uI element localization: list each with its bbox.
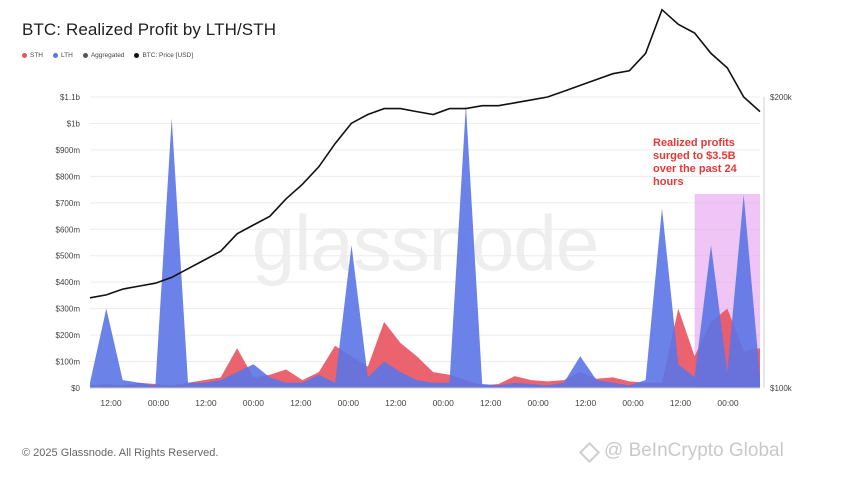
- legend-item-aggregated[interactable]: Aggregated: [82, 52, 125, 59]
- x-tick-label: 12:00: [100, 398, 122, 408]
- legend-dot: [134, 53, 140, 58]
- legend-item-sth[interactable]: STH: [22, 52, 43, 59]
- y-tick-label: $600m: [56, 225, 81, 234]
- x-tick-label: 12:00: [385, 398, 407, 408]
- legend-dot: [22, 53, 27, 58]
- y-tick-label: $500m: [56, 252, 81, 261]
- diamond-logo-icon: [578, 441, 598, 461]
- y-tick-label: $1.1b: [60, 93, 81, 102]
- y-tick-label: $300m: [56, 305, 81, 314]
- y-tick-label: $700m: [56, 199, 81, 208]
- lth-area: [90, 104, 760, 389]
- legend-label: LTH: [61, 52, 73, 59]
- y-tick-label: $400m: [56, 278, 81, 287]
- legend: STH LTH Aggregated BTC: Price [USD]: [22, 52, 193, 59]
- x-tick-label: 12:00: [290, 398, 312, 408]
- legend-item-btc-price-usd[interactable]: BTC: Price [USD]: [134, 52, 193, 59]
- legend-label: STH: [30, 52, 43, 59]
- y-right-tick-label: $100k: [770, 384, 793, 393]
- btc-price-line: [89, 8, 761, 299]
- x-tick-label: 00:00: [243, 398, 265, 408]
- y-tick-label: $200m: [56, 331, 81, 340]
- x-tick-label: 00:00: [528, 398, 550, 408]
- x-tick-label: 12:00: [575, 398, 597, 408]
- y-tick-label: $800m: [56, 172, 81, 181]
- x-tick-label: 12:00: [670, 398, 692, 408]
- x-tick-label: 00:00: [433, 398, 455, 408]
- legend-label: Aggregated: [90, 52, 125, 59]
- y-right-tick-label: $200k: [770, 93, 793, 102]
- x-tick-label: 00:00: [148, 398, 170, 408]
- source-watermark: @ BeInCrypto Global: [578, 440, 784, 462]
- annotation-line: Realized profits: [653, 137, 735, 149]
- legend-dot: [82, 53, 88, 58]
- annotation-line: over the past 24: [653, 163, 738, 175]
- source-watermark-text: @ BeInCrypto Global: [604, 440, 784, 461]
- glassnode-watermark: glassnode: [252, 199, 599, 287]
- legend-dot: [53, 53, 58, 58]
- x-tick-label: 00:00: [622, 398, 644, 408]
- x-tick-label: 00:00: [717, 398, 739, 408]
- x-tick-label: 12:00: [480, 398, 502, 408]
- legend-item-lth[interactable]: LTH: [53, 52, 73, 59]
- annotation-text: Realized profits surged to $3.5B over the …: [653, 137, 738, 188]
- x-tick-label: 00:00: [338, 398, 360, 408]
- copyright-footer: © 2025 Glassnode. All Rights Reserved.: [22, 447, 219, 459]
- legend-label: BTC: Price [USD]: [142, 52, 193, 59]
- y-tick-label: $1b: [67, 119, 81, 128]
- y-tick-label: $900m: [56, 146, 81, 155]
- y-tick-label: $0: [71, 384, 80, 393]
- x-tick-label: 12:00: [195, 398, 217, 408]
- y-tick-label: $100m: [56, 358, 81, 367]
- annotation-line: hours: [653, 176, 684, 188]
- chart-title: BTC: Realized Profit by LTH/STH: [22, 20, 277, 39]
- annotation-line: surged to $3.5B: [653, 150, 736, 162]
